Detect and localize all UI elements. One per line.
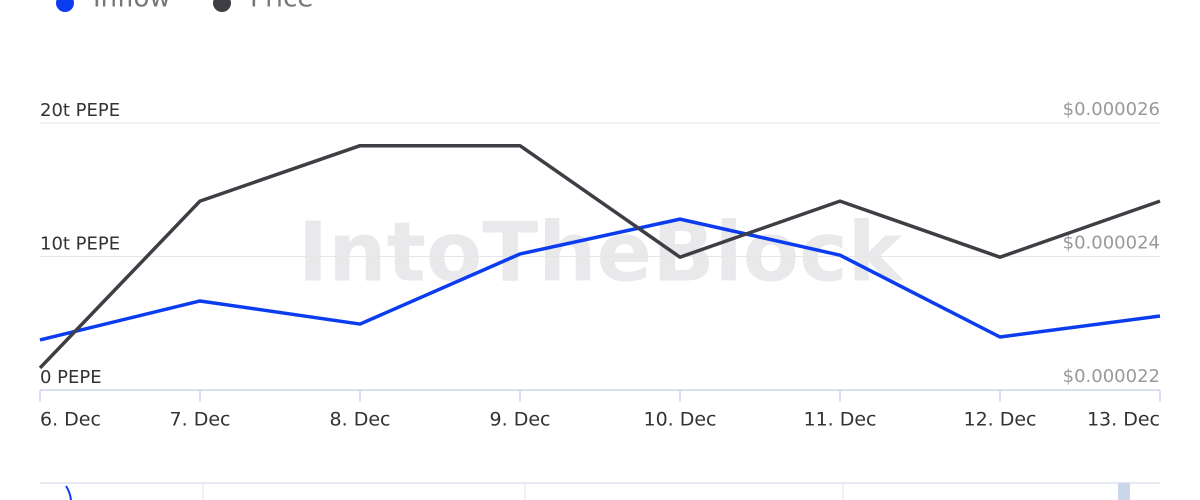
watermark: IntoTheBlock	[298, 205, 905, 300]
legend-label: Inflow	[93, 0, 171, 14]
x-tick-label: 12. Dec	[963, 409, 1036, 431]
series-line	[39, 217, 1161, 342]
y-tick-label: 20t PEPE	[40, 100, 120, 121]
y2-tick-label: $0.000024	[1063, 233, 1160, 254]
x-tick-label: 8. Dec	[330, 409, 391, 431]
x-tick-label: 13. Dec	[1087, 409, 1160, 431]
legend-marker	[213, 0, 231, 12]
x-tick-label: 6. Dec	[40, 409, 101, 431]
series-line	[38, 143, 1161, 370]
y2-tick-label: $0.000022	[1063, 366, 1160, 387]
navigator-handle[interactable]	[1118, 483, 1130, 500]
x-tick-label: 11. Dec	[803, 409, 876, 431]
legend-marker	[56, 0, 74, 12]
y2-tick-label: $0.000026	[1063, 99, 1160, 120]
x-tick-label: 7. Dec	[170, 409, 231, 431]
navigator-series	[65, 485, 72, 500]
x-tick-label: 10. Dec	[643, 409, 716, 431]
navigator	[40, 482, 1160, 500]
legend-label: Price	[250, 0, 313, 14]
y-tick-label: 0 PEPE	[40, 367, 102, 388]
x-tick-label: 9. Dec	[490, 409, 551, 431]
y-tick-label: 10t PEPE	[40, 234, 120, 255]
